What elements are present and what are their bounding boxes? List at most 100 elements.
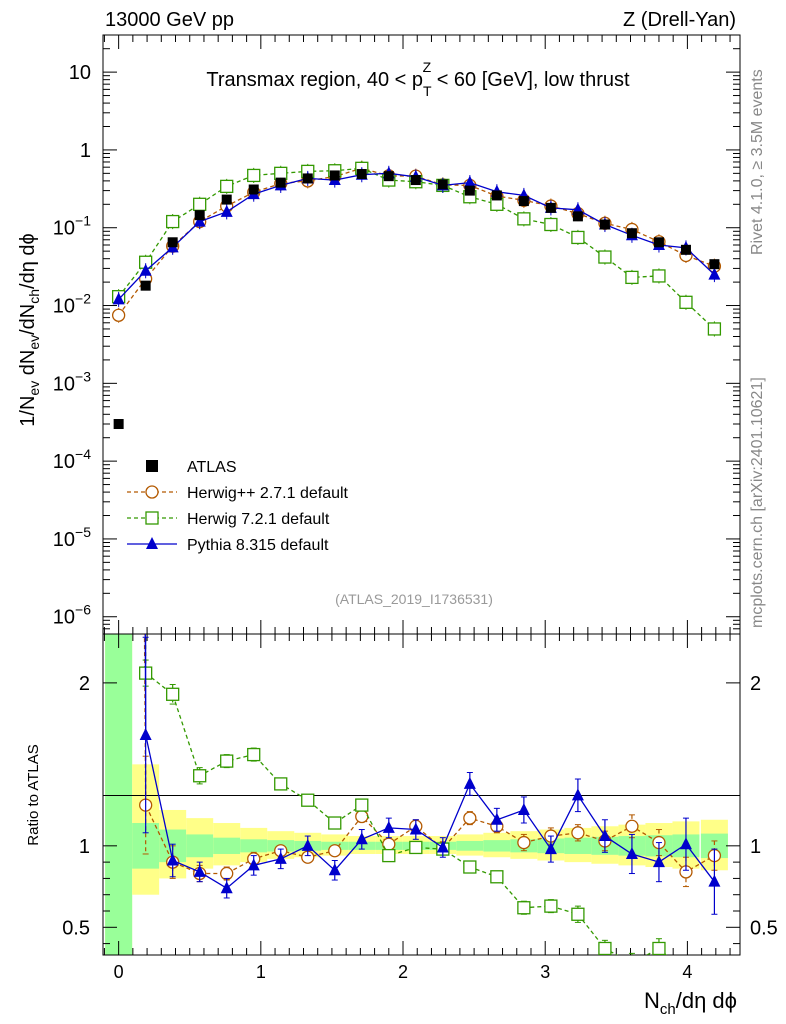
- x-axis-label: Nch/dη dϕ: [644, 988, 737, 1018]
- marker-square: [571, 907, 585, 921]
- marker-square: [517, 901, 531, 915]
- ratio-tick-label-right: 0.5: [750, 917, 778, 939]
- marker-circle: [111, 308, 126, 322]
- ratio-tick-label-right: 1: [750, 836, 761, 858]
- marker-filled-square: [275, 177, 286, 188]
- marker-square: [598, 250, 612, 264]
- marker-triangle: [679, 837, 692, 850]
- marker-circle: [571, 826, 585, 840]
- marker-square: [193, 197, 207, 211]
- legend: ATLAS Herwig++ 2.7.1 default Herwig 7.2.1 …: [127, 459, 349, 554]
- marker-square: [490, 870, 504, 884]
- marker-filled-square: [680, 244, 691, 255]
- y-tick-label: 10−4: [53, 446, 91, 473]
- marker-square: [220, 179, 234, 194]
- ratio-tick-label-left: 0.5: [62, 917, 90, 939]
- legend-label: ATLAS: [187, 459, 237, 476]
- ticks: [103, 34, 740, 955]
- marker-triangle: [382, 820, 395, 833]
- series-line: [118, 172, 715, 300]
- y-axis-label: 1/Nev dNev/dNch/dη dϕ: [17, 233, 42, 426]
- marker-filled-square: [221, 194, 232, 205]
- analysis-id: (ATLAS_2019_I1736531): [335, 591, 493, 607]
- marker-circle: [220, 866, 234, 881]
- marker-square: [145, 511, 159, 525]
- marker-circle: [145, 485, 159, 499]
- band-inner: [213, 837, 241, 854]
- marker-square: [355, 798, 369, 812]
- marker-square: [544, 899, 558, 913]
- marker-square: [166, 214, 180, 229]
- y-tick-labels: 10−6 10−5 10−4 10−3 10−2 10−1 1 10: [53, 62, 91, 629]
- x-tick-label: 2: [398, 962, 408, 982]
- marker-filled-square: [329, 170, 340, 181]
- y-tick-label: 10: [69, 62, 91, 84]
- series-line: [118, 167, 715, 316]
- marker-triangle: [146, 537, 158, 549]
- marker-filled-square: [146, 460, 158, 472]
- marker-triangle: [544, 842, 557, 855]
- marker-triangle: [112, 292, 125, 305]
- marker-filled-square: [491, 190, 502, 201]
- rivet-version-label: Rivet 4.1.0, ≥ 3.5M events: [749, 69, 766, 255]
- marker-square: [707, 322, 722, 336]
- marker-triangle: [463, 175, 476, 188]
- marker-filled-square: [518, 196, 529, 207]
- marker-triangle: [571, 788, 584, 801]
- legend-label: Herwig 7.2.1 default: [187, 511, 330, 528]
- y-tick-label: 10−1: [53, 213, 91, 240]
- marker-square: [247, 747, 261, 762]
- marker-filled-square: [383, 171, 394, 182]
- ratio-tick-labels: 0.5 0.5 1 1 2 2: [62, 673, 778, 939]
- marker-square: [409, 840, 423, 855]
- marker-square: [571, 230, 585, 245]
- marker-triangle: [301, 838, 314, 851]
- marker-triangle: [220, 204, 233, 217]
- marker-triangle: [139, 728, 152, 741]
- marker-circle: [355, 809, 369, 824]
- marker-filled-square: [626, 228, 637, 239]
- marker-square: [517, 212, 531, 226]
- marker-triangle: [708, 874, 721, 887]
- marker-filled-square: [599, 219, 610, 230]
- marker-square: [166, 687, 180, 701]
- ratio-tick-label-right: 2: [750, 673, 761, 695]
- marker-filled-square: [302, 173, 313, 184]
- marker-square: [301, 793, 315, 807]
- process-label: Z (Drell-Yan): [623, 9, 736, 31]
- band-inner: [483, 840, 511, 852]
- marker-filled-square: [167, 237, 178, 248]
- band-inner: [564, 837, 592, 854]
- x-tick-labels: 0 1 2 3 4: [114, 962, 693, 982]
- marker-filled-square: [653, 237, 664, 248]
- marker-square: [598, 941, 612, 955]
- marker-filled-square: [194, 210, 205, 221]
- marker-triangle: [409, 822, 422, 835]
- marker-square: [274, 166, 288, 180]
- marker-filled-square: [709, 259, 720, 270]
- marker-square: [679, 295, 693, 309]
- y-tick-label: 10−6: [53, 602, 91, 629]
- ratio-panel-frame: [102, 633, 741, 956]
- marker-triangle: [139, 263, 152, 276]
- source-label: mcplots.cern.ch [arXiv:2401.10621]: [749, 377, 766, 628]
- marker-triangle: [166, 853, 179, 866]
- ratio-line: [144, 634, 668, 955]
- marker-square: [193, 769, 207, 783]
- marker-square: [274, 777, 288, 791]
- energy-label: 13000 GeV pp: [105, 9, 234, 31]
- y-tick-label: 10−2: [53, 291, 91, 318]
- ratio-tick-label-left: 2: [79, 673, 90, 695]
- marker-filled-square: [464, 185, 475, 196]
- marker-square: [247, 168, 261, 183]
- ratio-line: [144, 634, 715, 889]
- ratio-line: [143, 634, 715, 875]
- marker-filled-square: [113, 419, 124, 430]
- marker-triangle: [193, 214, 206, 227]
- marker-triangle: [220, 881, 233, 894]
- marker-triangle: [625, 846, 638, 859]
- marker-triangle: [517, 802, 530, 815]
- marker-circle: [328, 844, 342, 858]
- band-inner: [456, 840, 484, 851]
